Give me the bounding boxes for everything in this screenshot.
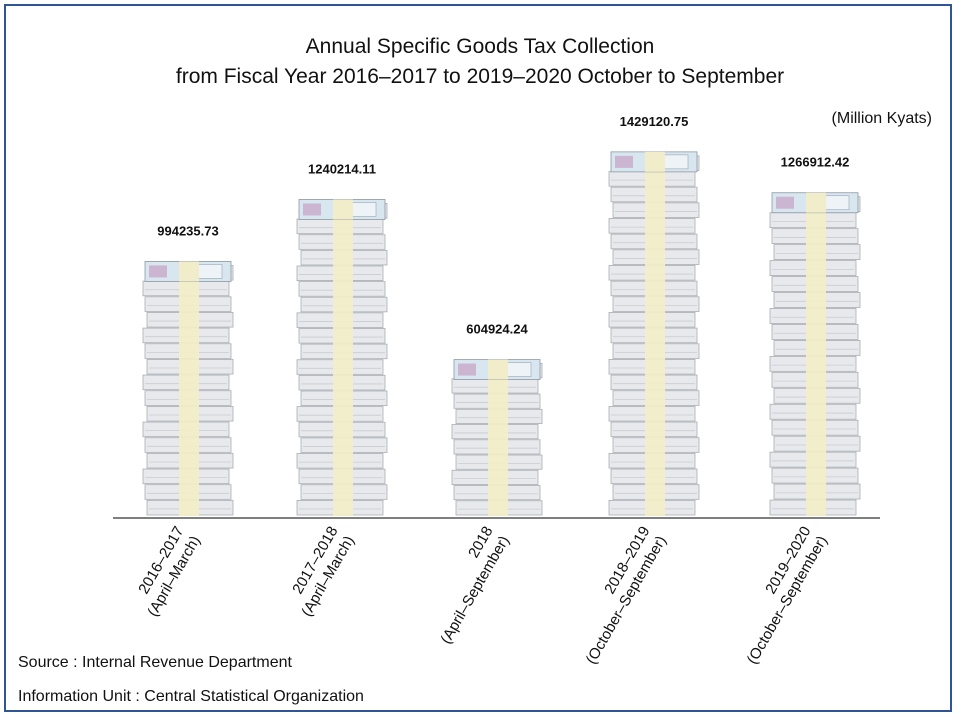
bundle-band <box>645 155 665 516</box>
value-label: 1429120.75 <box>620 114 689 129</box>
note-watermark <box>824 195 850 211</box>
bar-1 <box>142 261 234 516</box>
category-label: 2017–2018(April–March) <box>282 523 358 619</box>
note-emblem <box>149 265 167 278</box>
source-note: Source : Internal Revenue Department <box>18 654 292 671</box>
bundle-band <box>179 265 199 516</box>
bundle-band-top <box>179 261 199 282</box>
value-label: 994235.73 <box>157 223 218 238</box>
value-label: 604924.24 <box>466 322 528 337</box>
chart-title: Annual Specific Goods Tax Collection fro… <box>6 32 954 92</box>
title-line-2: from Fiscal Year 2016–2017 to 2019–2020 … <box>175 65 785 88</box>
bar-5 <box>769 192 861 516</box>
value-label: 1240214.11 <box>308 161 376 176</box>
category-label: 2019–2020(October–September) <box>727 524 831 668</box>
category-label: 2016–2017(April–March) <box>128 523 204 619</box>
bar-3 <box>451 359 543 516</box>
category-label: 2018(April–September) <box>421 524 513 647</box>
note-watermark <box>663 154 689 170</box>
bar-2 <box>296 199 388 516</box>
info-unit-note: Information Unit : Central Statistical O… <box>18 688 364 705</box>
bundle-band-top <box>645 151 665 172</box>
note-emblem <box>615 155 633 168</box>
bundle-band <box>806 196 826 516</box>
bundle-band <box>333 203 353 516</box>
note-watermark <box>506 362 532 377</box>
bundle-band-top <box>806 192 826 213</box>
title-line-1: Annual Specific Goods Tax Collection <box>305 35 655 58</box>
note-watermark <box>351 202 377 217</box>
note-emblem <box>303 203 321 216</box>
bundle-band <box>488 363 508 516</box>
bundle-band-top <box>333 199 353 220</box>
category-label: 2018–2019(October–September) <box>566 524 670 668</box>
note-watermark <box>197 264 223 279</box>
note-emblem <box>776 196 794 209</box>
note-emblem <box>458 363 476 376</box>
bundle-band-top <box>488 359 508 380</box>
value-label: 1266912.42 <box>781 155 850 170</box>
bar-4 <box>608 151 700 516</box>
unit-label: (Million Kyats) <box>831 110 932 127</box>
